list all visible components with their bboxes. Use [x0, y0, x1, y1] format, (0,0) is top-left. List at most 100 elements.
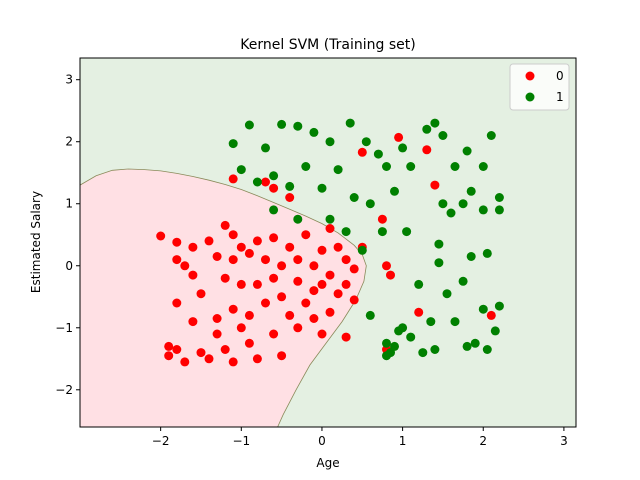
y-tick-label: −2	[55, 383, 73, 397]
point-class1	[345, 118, 355, 128]
point-class1	[277, 119, 287, 129]
point-class0	[301, 298, 311, 308]
y-tick-label: 2	[65, 135, 73, 149]
point-class1	[494, 301, 504, 311]
point-class0	[172, 298, 182, 308]
decision-boundary	[80, 168, 367, 427]
point-class1	[285, 181, 295, 191]
y-tick-label: 1	[65, 197, 73, 211]
chart-title: Kernel SVM (Training set)	[240, 37, 415, 53]
point-class0	[277, 292, 287, 302]
point-class1	[450, 317, 460, 327]
y-axis: −2 −1 0 1 2 3	[55, 73, 80, 397]
point-class1	[325, 137, 335, 147]
point-class1	[357, 245, 367, 255]
point-class0	[236, 279, 246, 289]
point-class1	[293, 121, 303, 131]
point-class0	[357, 147, 367, 157]
point-class1	[382, 162, 391, 171]
point-class0	[244, 248, 254, 258]
point-class1	[426, 317, 436, 327]
point-class1	[236, 165, 246, 175]
point-class0	[422, 145, 432, 155]
point-class0	[333, 289, 343, 299]
point-class0	[414, 307, 424, 317]
point-class1	[365, 310, 375, 320]
point-class0	[486, 310, 496, 320]
point-class1	[301, 162, 311, 171]
point-class0	[188, 242, 198, 252]
legend: 0 1	[509, 63, 570, 111]
point-class0	[277, 261, 287, 271]
point-class0	[317, 245, 327, 255]
point-class0	[228, 230, 238, 240]
point-class1	[309, 127, 319, 137]
point-class1	[434, 239, 444, 249]
point-class1	[394, 326, 404, 336]
point-class0	[430, 180, 440, 190]
legend-marker-class0	[525, 71, 535, 81]
point-class0	[349, 264, 359, 274]
point-class0	[204, 236, 214, 246]
point-class0	[309, 261, 319, 271]
point-class1	[422, 124, 432, 134]
point-class1	[341, 227, 351, 237]
point-class0	[228, 255, 238, 265]
point-class1	[244, 120, 254, 130]
point-class0	[244, 338, 254, 348]
y-tick-label: 0	[65, 259, 73, 273]
legend-label-class1: 1	[556, 90, 564, 104]
point-class0	[212, 252, 222, 261]
point-class1	[252, 177, 262, 187]
point-class1	[317, 183, 327, 193]
point-class0	[309, 286, 319, 296]
point-class1	[325, 214, 335, 224]
point-class0	[269, 233, 279, 243]
point-class0	[164, 351, 174, 361]
point-class0	[172, 255, 182, 265]
point-class0	[180, 357, 190, 367]
point-class1	[398, 143, 408, 153]
point-class1	[406, 162, 416, 171]
point-class1	[458, 199, 468, 209]
point-class1	[377, 227, 387, 237]
point-class0	[236, 242, 246, 252]
point-class1	[414, 279, 424, 289]
point-class0	[341, 279, 351, 289]
y-axis-label: Estimated Salary	[29, 191, 43, 293]
legend-label-class0: 0	[556, 69, 564, 83]
point-class0	[212, 314, 222, 323]
point-class0	[261, 255, 270, 265]
point-class0	[285, 193, 295, 202]
point-class0	[301, 230, 311, 240]
point-class0	[252, 354, 262, 364]
point-class0	[244, 310, 254, 320]
point-class1	[478, 205, 488, 215]
point-class0	[293, 276, 303, 286]
point-class0	[293, 323, 303, 333]
point-class1	[462, 341, 472, 351]
point-class0	[204, 354, 214, 364]
point-class0	[196, 289, 206, 299]
x-tick-label: 0	[318, 434, 326, 448]
point-class1	[390, 186, 399, 196]
point-class0	[285, 242, 295, 252]
point-class0	[382, 261, 391, 271]
point-class0	[261, 177, 270, 187]
class0-region	[80, 169, 367, 427]
point-class1	[494, 205, 504, 215]
point-class0	[269, 183, 279, 193]
point-class1	[418, 348, 428, 358]
point-class1	[349, 193, 359, 202]
point-class1	[466, 186, 476, 196]
point-class1	[386, 348, 395, 358]
point-class0	[309, 314, 319, 323]
point-class0	[317, 329, 327, 339]
point-class1	[458, 276, 468, 286]
point-class0	[156, 231, 166, 241]
legend-marker-class1	[525, 92, 535, 102]
point-class0	[196, 348, 206, 358]
point-class0	[317, 279, 327, 289]
point-class0	[212, 329, 222, 339]
